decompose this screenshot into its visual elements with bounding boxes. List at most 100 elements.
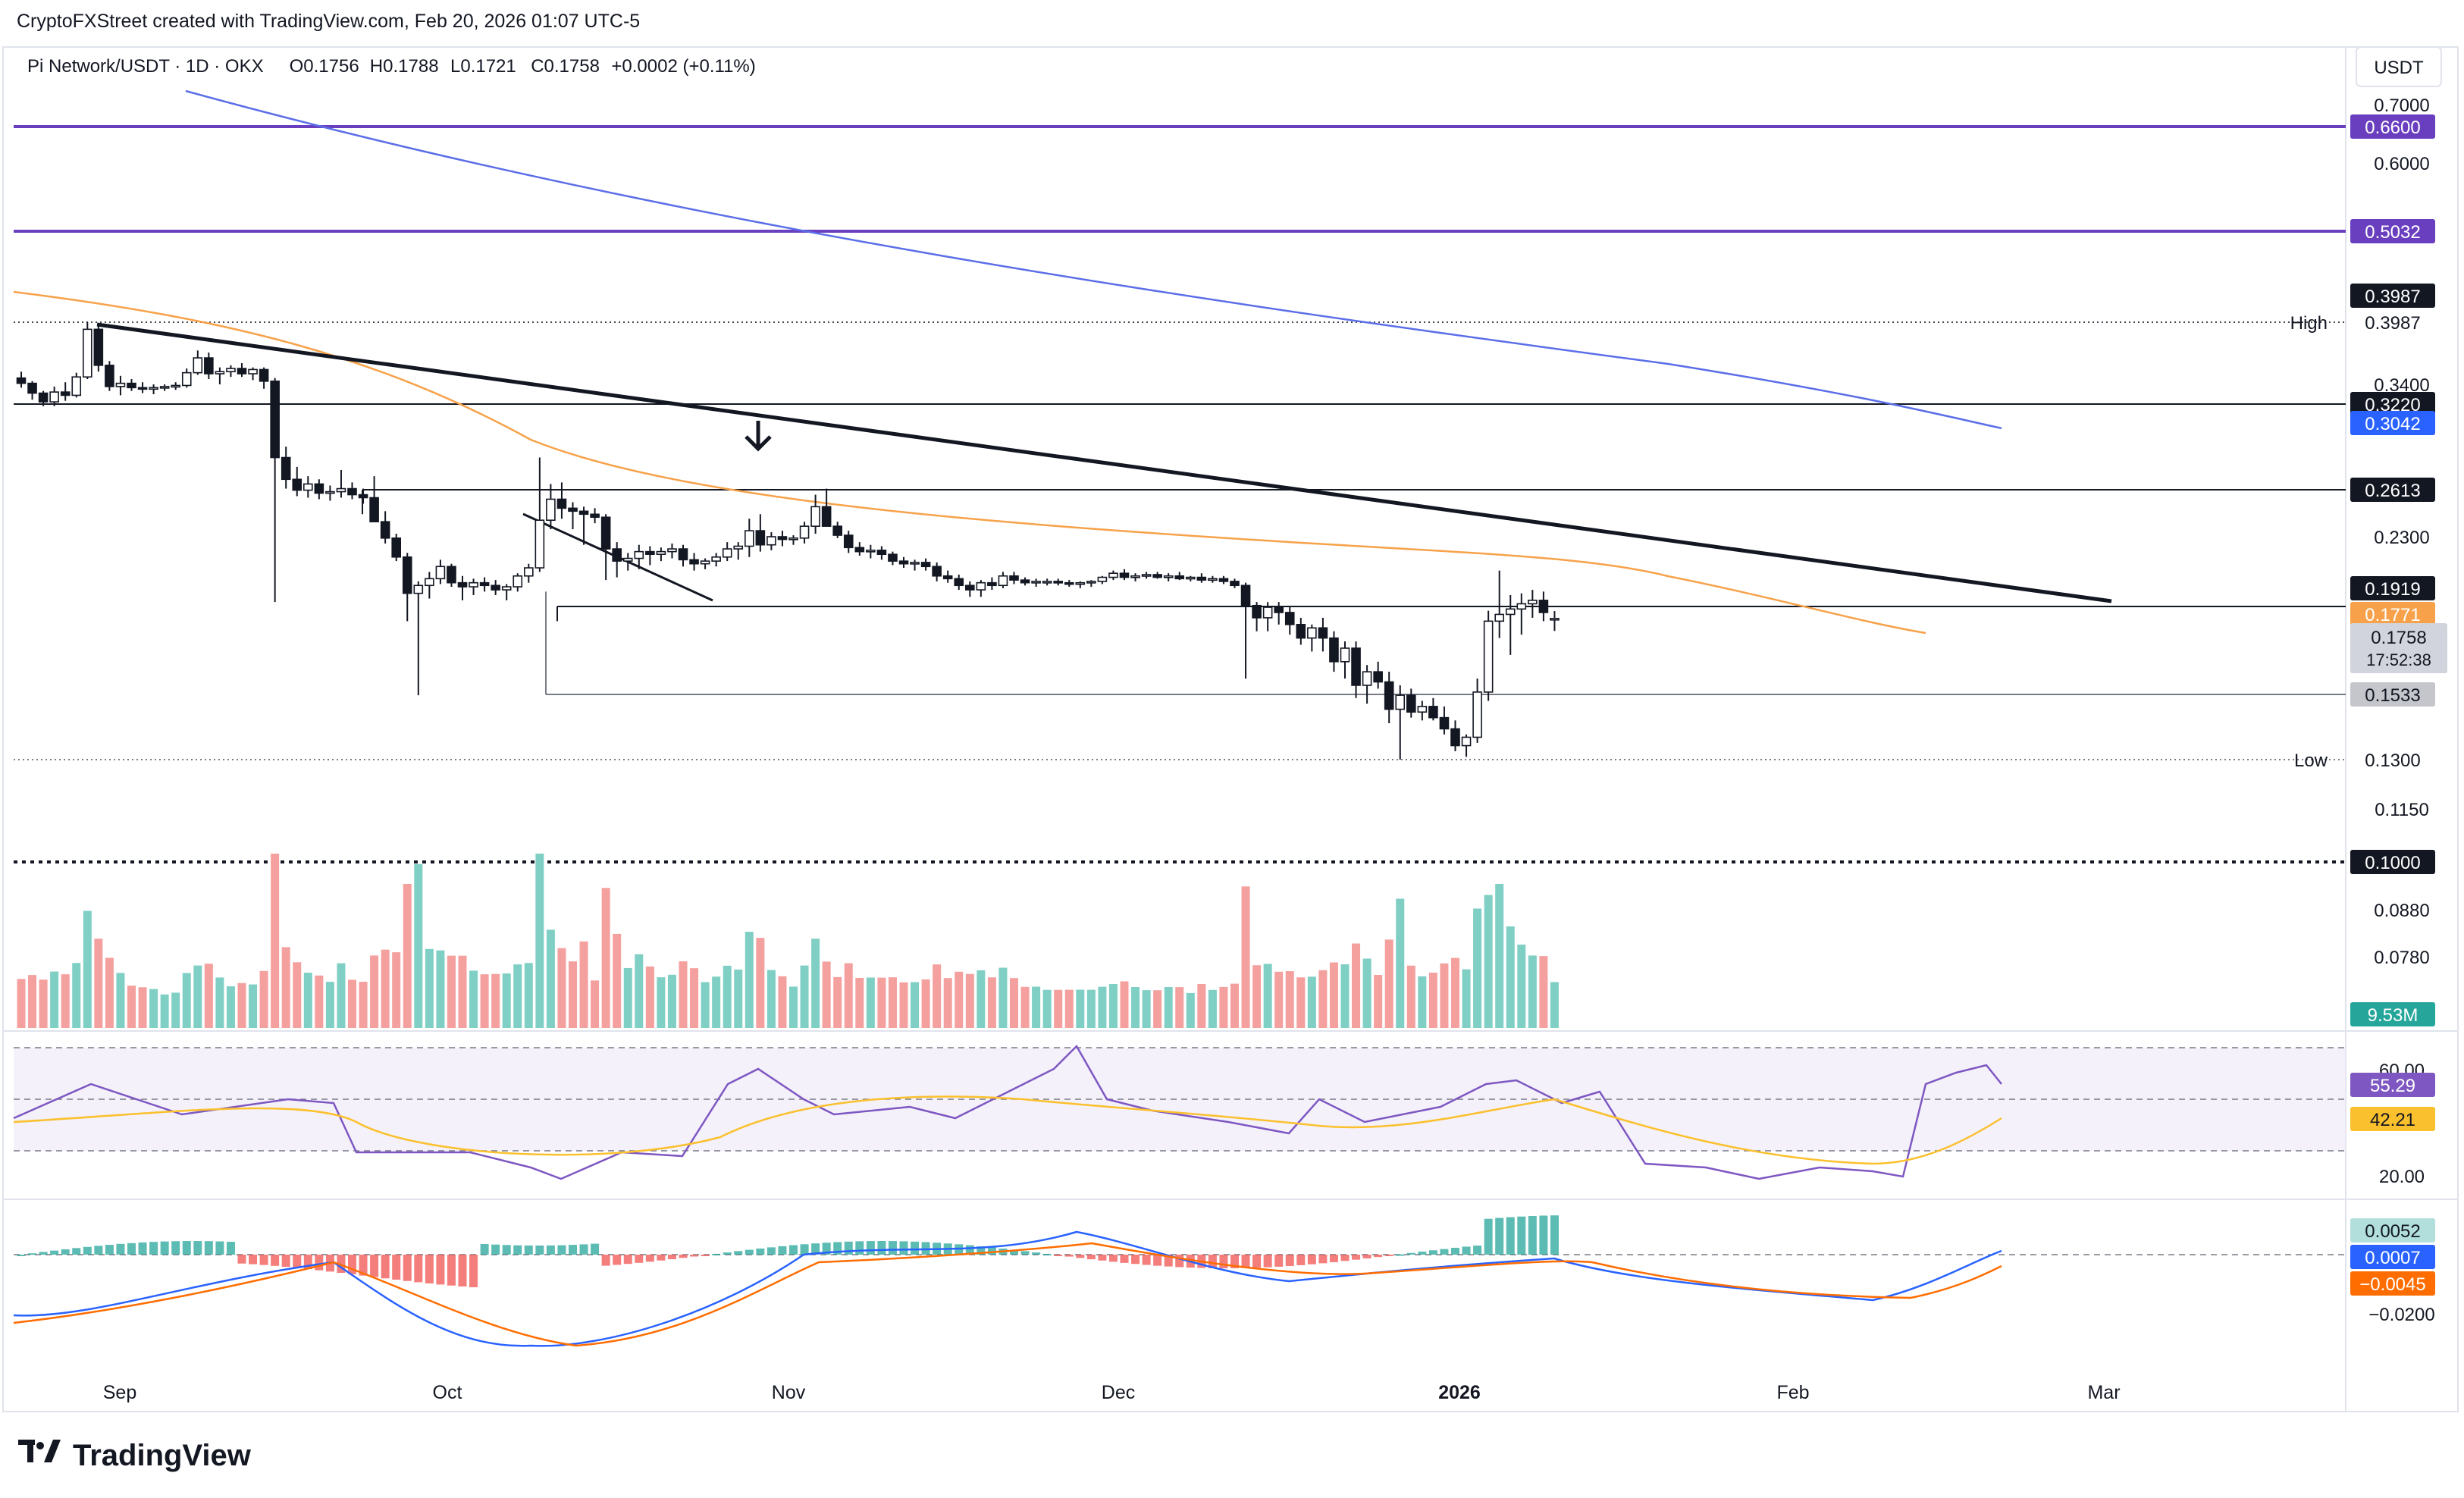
price-label-value: 0.5032 [2365, 222, 2420, 243]
volume-bar [635, 954, 644, 1028]
macd-histogram-bar [138, 1242, 147, 1255]
price-label-box [2350, 284, 2435, 308]
candle-body [226, 368, 236, 373]
candle-body [1141, 574, 1152, 577]
x-tick-label: 2026 [1438, 1382, 1481, 1403]
volume-bar [414, 863, 423, 1028]
macd-histogram-bar [1285, 1255, 1294, 1266]
macd-histogram-bar [789, 1245, 798, 1255]
macd-histogram-bar [381, 1255, 390, 1279]
volume-bar [1263, 964, 1272, 1028]
volume-bar [1329, 962, 1338, 1028]
candle-body [347, 487, 357, 496]
macd-histogram-bar [1374, 1255, 1383, 1258]
volume-bar [1186, 992, 1195, 1028]
volume-bar [1120, 981, 1129, 1028]
volume-bar [1539, 956, 1548, 1028]
macd-histogram-bar [1241, 1255, 1250, 1268]
volume-bar [955, 971, 964, 1028]
volume-bar [524, 963, 533, 1028]
candle-body [204, 357, 214, 374]
candle-body [215, 371, 225, 374]
macd-histogram-bar [833, 1242, 842, 1255]
price-label-box [2350, 219, 2435, 243]
price-label-box [2350, 602, 2435, 626]
macd-histogram-bar [1528, 1216, 1537, 1255]
tradingview-logo: TradingView [17, 1437, 251, 1474]
volume-bar [149, 989, 158, 1028]
candle-body [722, 548, 732, 558]
price-label-value: 0.3042 [2365, 414, 2420, 434]
volume-bar [72, 963, 81, 1028]
candle-body [1119, 572, 1130, 578]
candle-body [622, 557, 633, 562]
candle-body [325, 490, 335, 494]
volume-bar [28, 975, 37, 1028]
price-label-box [2350, 747, 2435, 772]
macd-histogram-bar [182, 1241, 191, 1255]
volume-bar [50, 971, 59, 1028]
macd-histogram-bar [1086, 1255, 1096, 1260]
macd-histogram-bar [61, 1249, 70, 1255]
candle-body [1528, 600, 1538, 605]
candle-body [369, 497, 379, 522]
macd-histogram-bar [844, 1241, 853, 1255]
rsi-ma-line [13, 1095, 2002, 1165]
candle-body [1031, 581, 1041, 584]
volume-bar [215, 977, 224, 1028]
macd-histogram-bar [28, 1253, 37, 1255]
macd-histogram-bar [1098, 1255, 1107, 1261]
price-label-box [2350, 850, 2435, 874]
macd-histogram-bar [249, 1255, 258, 1265]
ma-orange-line [13, 290, 1926, 635]
price-tick-label: 0.6000 [2374, 154, 2429, 174]
macd-histogram-bar [39, 1252, 48, 1255]
candle-body [1252, 604, 1262, 619]
macd-histogram-bar [667, 1255, 676, 1260]
price-label-prefix: Low [2294, 751, 2328, 771]
candle-body [292, 478, 303, 491]
volume-bar [756, 938, 765, 1028]
macd-histogram-bar [348, 1255, 356, 1274]
symbol-info-3: L0.1721 [450, 56, 516, 77]
volume-bar [359, 981, 368, 1028]
candle-body [700, 560, 710, 565]
volume-bar [546, 929, 555, 1028]
volume-bar [116, 973, 125, 1028]
candle-body [590, 513, 600, 519]
macd-histogram-bar [1296, 1255, 1306, 1265]
volume-bar [679, 961, 688, 1028]
candle-body [479, 581, 490, 587]
volume-bar [1440, 963, 1449, 1028]
volume-bar [370, 955, 379, 1028]
candle-body [1494, 613, 1504, 622]
volume-bar [392, 952, 401, 1028]
macd-histogram-bar [987, 1247, 996, 1255]
candle-body [843, 534, 854, 549]
symbol-info-1: O0.1756 [290, 56, 359, 77]
candle-body [1373, 671, 1383, 683]
candle-body [469, 581, 478, 588]
rsi-ma-value-box [2350, 1107, 2435, 1131]
candle-body [1318, 627, 1328, 639]
volume-bar [237, 982, 246, 1028]
volume-bar [866, 977, 875, 1028]
volume-bar [182, 973, 191, 1028]
volume-bar [94, 939, 103, 1028]
macd-histogram-bar [337, 1255, 346, 1274]
macd-value-label: 0.0007 [2365, 1248, 2420, 1268]
macd-histogram-bar [414, 1255, 423, 1283]
ma-blue-line [185, 89, 2002, 430]
macd-histogram-bar [1539, 1215, 1548, 1255]
price-tick-label: 0.0780 [2374, 948, 2429, 968]
macd-histogram-bar [800, 1244, 809, 1255]
candle-body [193, 357, 203, 374]
volume-bar [381, 949, 390, 1028]
candle-body [1009, 575, 1019, 581]
macd-histogram-bar [888, 1241, 897, 1255]
macd-histogram-bar [899, 1241, 908, 1255]
volume-bar [1340, 964, 1350, 1028]
candle-body [413, 584, 424, 594]
macd-value-box [2350, 1245, 2435, 1269]
